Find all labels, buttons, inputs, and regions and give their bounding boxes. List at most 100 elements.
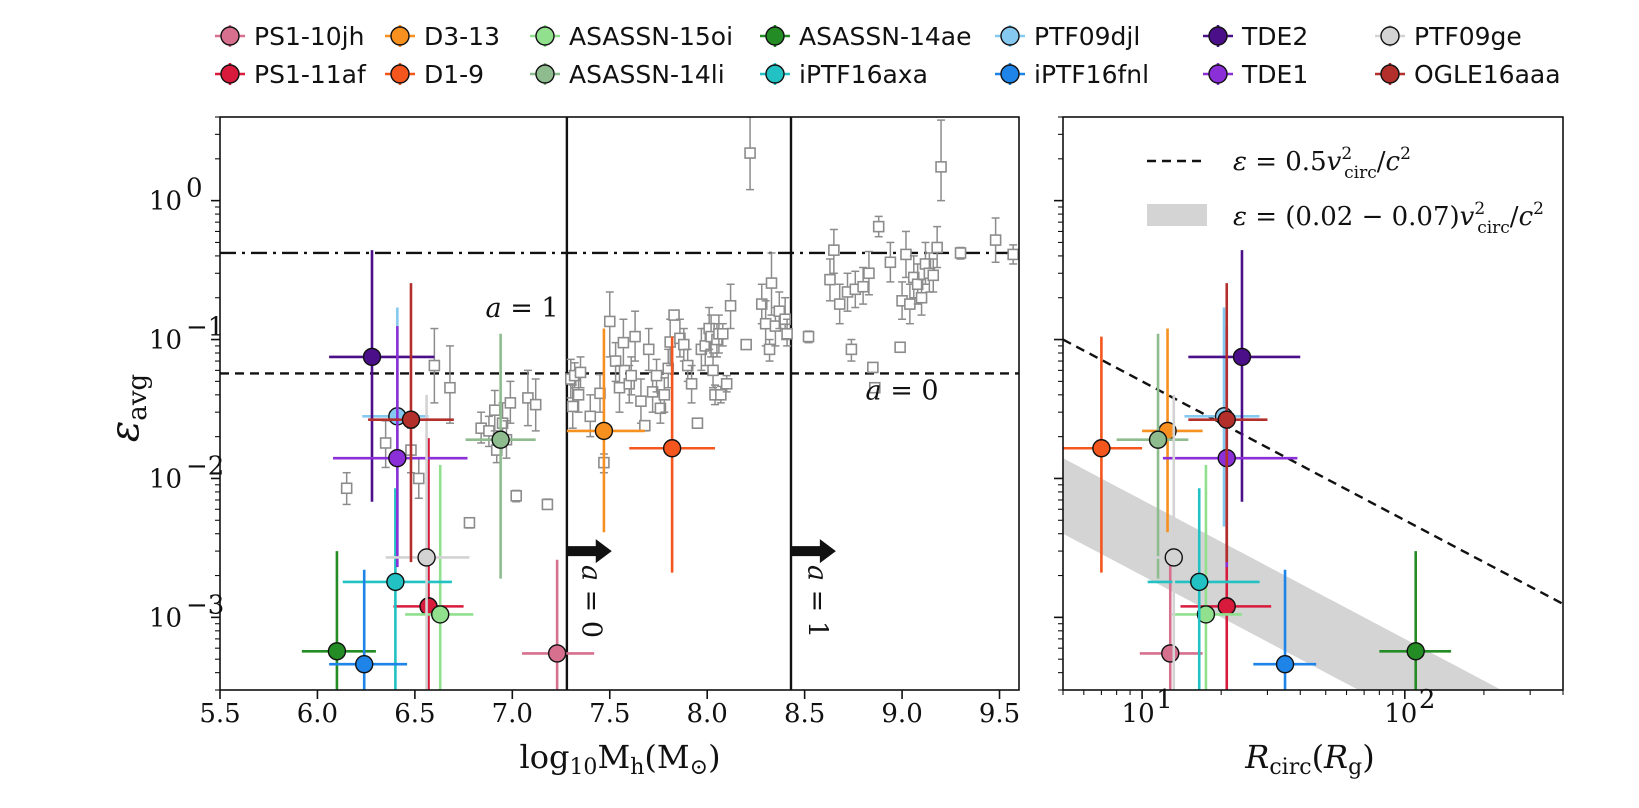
marker-asassn-14li (1148, 430, 1168, 449)
comparison-point (872, 215, 885, 238)
marker-ogle16aaa (1217, 410, 1236, 429)
series-legend: PS1-10jh PS1-11af D3-13 D1-9 ASASSN-15oi ASAS… (215, 22, 1561, 89)
comparison-square (699, 340, 712, 352)
legend-entry-asassn-15oi: ASASSN-15oi (530, 22, 733, 51)
comparison-point (1007, 244, 1019, 265)
comparison-square (833, 298, 846, 310)
comparison-square (1007, 248, 1019, 261)
comparison-point (716, 322, 729, 347)
marker-iptf16axa (1190, 572, 1209, 592)
comparison-point (340, 471, 353, 506)
legend-entry-tde1: TDE1 (1203, 60, 1308, 89)
legend-entry-d3-13: D3-13 (385, 22, 500, 51)
legend-entry-ogle16aaa: OGLE16aaa (1375, 60, 1561, 89)
point-d1-9 (1063, 336, 1143, 573)
comparison-point (744, 117, 756, 191)
left-x-axis-label: log10Mh(M⊙) (519, 738, 720, 780)
comparison-square (716, 327, 729, 340)
point-tde2 (329, 250, 435, 502)
y-tick-exponent: −2 (186, 451, 224, 481)
annotation-eq: = (502, 293, 542, 324)
point-iptf16fnl (329, 569, 408, 690)
marker-asassn-15oi (1196, 605, 1216, 624)
comparison-square (340, 482, 353, 495)
comparison-point (566, 384, 579, 429)
comparison-square (724, 299, 737, 312)
marker-ptf09ge (417, 548, 436, 567)
comparison-square (744, 147, 756, 159)
y-tick-exponent: 0 (186, 174, 203, 204)
comparison-point (802, 330, 815, 344)
comparison-point (650, 358, 663, 393)
legend-entry-iptf16axa: iPTF16axa (760, 60, 928, 89)
comparison-point (691, 417, 704, 429)
marker-d3-13 (594, 421, 614, 441)
comparison-point (989, 217, 1002, 264)
point-asassn-14li (465, 333, 536, 579)
comparison-square (639, 419, 651, 432)
arrow-right (566, 539, 612, 564)
y-tick-exponent: −1 (186, 313, 224, 343)
x-tick-label: 9.5 (979, 699, 1020, 729)
point-d1-9 (629, 336, 715, 573)
legend-marker-dot (390, 64, 410, 84)
ylabel-sub: avg (123, 374, 153, 421)
annotation-val: 1 (541, 293, 558, 324)
marker-asassn-14ae (327, 642, 347, 661)
model-band (1063, 458, 1502, 690)
comparison-point (740, 338, 752, 351)
comparison-point (863, 250, 875, 296)
legend-label: OGLE16aaa (1414, 60, 1561, 89)
arrow-right (790, 539, 836, 564)
comparison-square (894, 341, 906, 354)
comparison-point (603, 291, 616, 358)
legend-marker-dot (220, 26, 240, 46)
c: c (1386, 147, 1401, 177)
point-ptf09ge (385, 394, 470, 690)
comparison-square (915, 291, 928, 304)
marker-d1-9 (1092, 439, 1111, 458)
comparison-point (781, 318, 793, 347)
comparison-square (379, 437, 392, 449)
comparison-square (629, 330, 641, 343)
comparison-point (931, 225, 943, 269)
comparison-square (584, 410, 597, 423)
annotation-a-1: a = 1 (486, 293, 559, 324)
point-ogle16aaa (368, 283, 454, 563)
comparison-square (463, 516, 476, 529)
rest: / (1377, 147, 1386, 177)
right-panel: 10 1 10 2 ε = 0.5v2 circ/c2ε = (0.02 − 0.07)… (1054, 116, 1564, 780)
comparison-square (763, 343, 776, 356)
comparison-square (863, 267, 875, 280)
comparison-point (529, 378, 542, 432)
comparison-point (574, 356, 587, 389)
annotation-var: a (802, 565, 833, 581)
x-tick-exponent: 2 (1419, 685, 1436, 715)
c: c (1519, 202, 1534, 232)
xlabel-sub: g (1348, 755, 1362, 780)
legend-label-band: ε = (0.02 − 0.07)v2 circ/c2 (1233, 199, 1544, 238)
legend-marker-dot (765, 64, 785, 84)
x-tick-exponent: 1 (1156, 685, 1173, 715)
sub: circ (1477, 218, 1510, 238)
marker-d1-9 (662, 439, 682, 458)
marker-asassn-15oi (431, 605, 450, 624)
comparison-square (428, 359, 441, 372)
annotation-a-1: a = 1 (802, 565, 833, 638)
comparison-square (927, 269, 940, 282)
comparison-point (642, 327, 655, 372)
legend-label: TDE1 (1241, 60, 1308, 89)
marker-tde1 (388, 448, 407, 468)
comparison-square (664, 336, 676, 348)
comparison-square (625, 369, 637, 382)
comparison-square (715, 389, 727, 401)
comparison-square (707, 364, 719, 377)
y-tick-label: 10 (149, 326, 182, 356)
legend-label: ASASSN-15oi (569, 22, 733, 51)
comparison-square (720, 378, 733, 390)
comparison-square (572, 389, 585, 401)
comparison-point (510, 489, 523, 503)
comparison-square (935, 161, 947, 173)
comparison-point (849, 270, 862, 309)
